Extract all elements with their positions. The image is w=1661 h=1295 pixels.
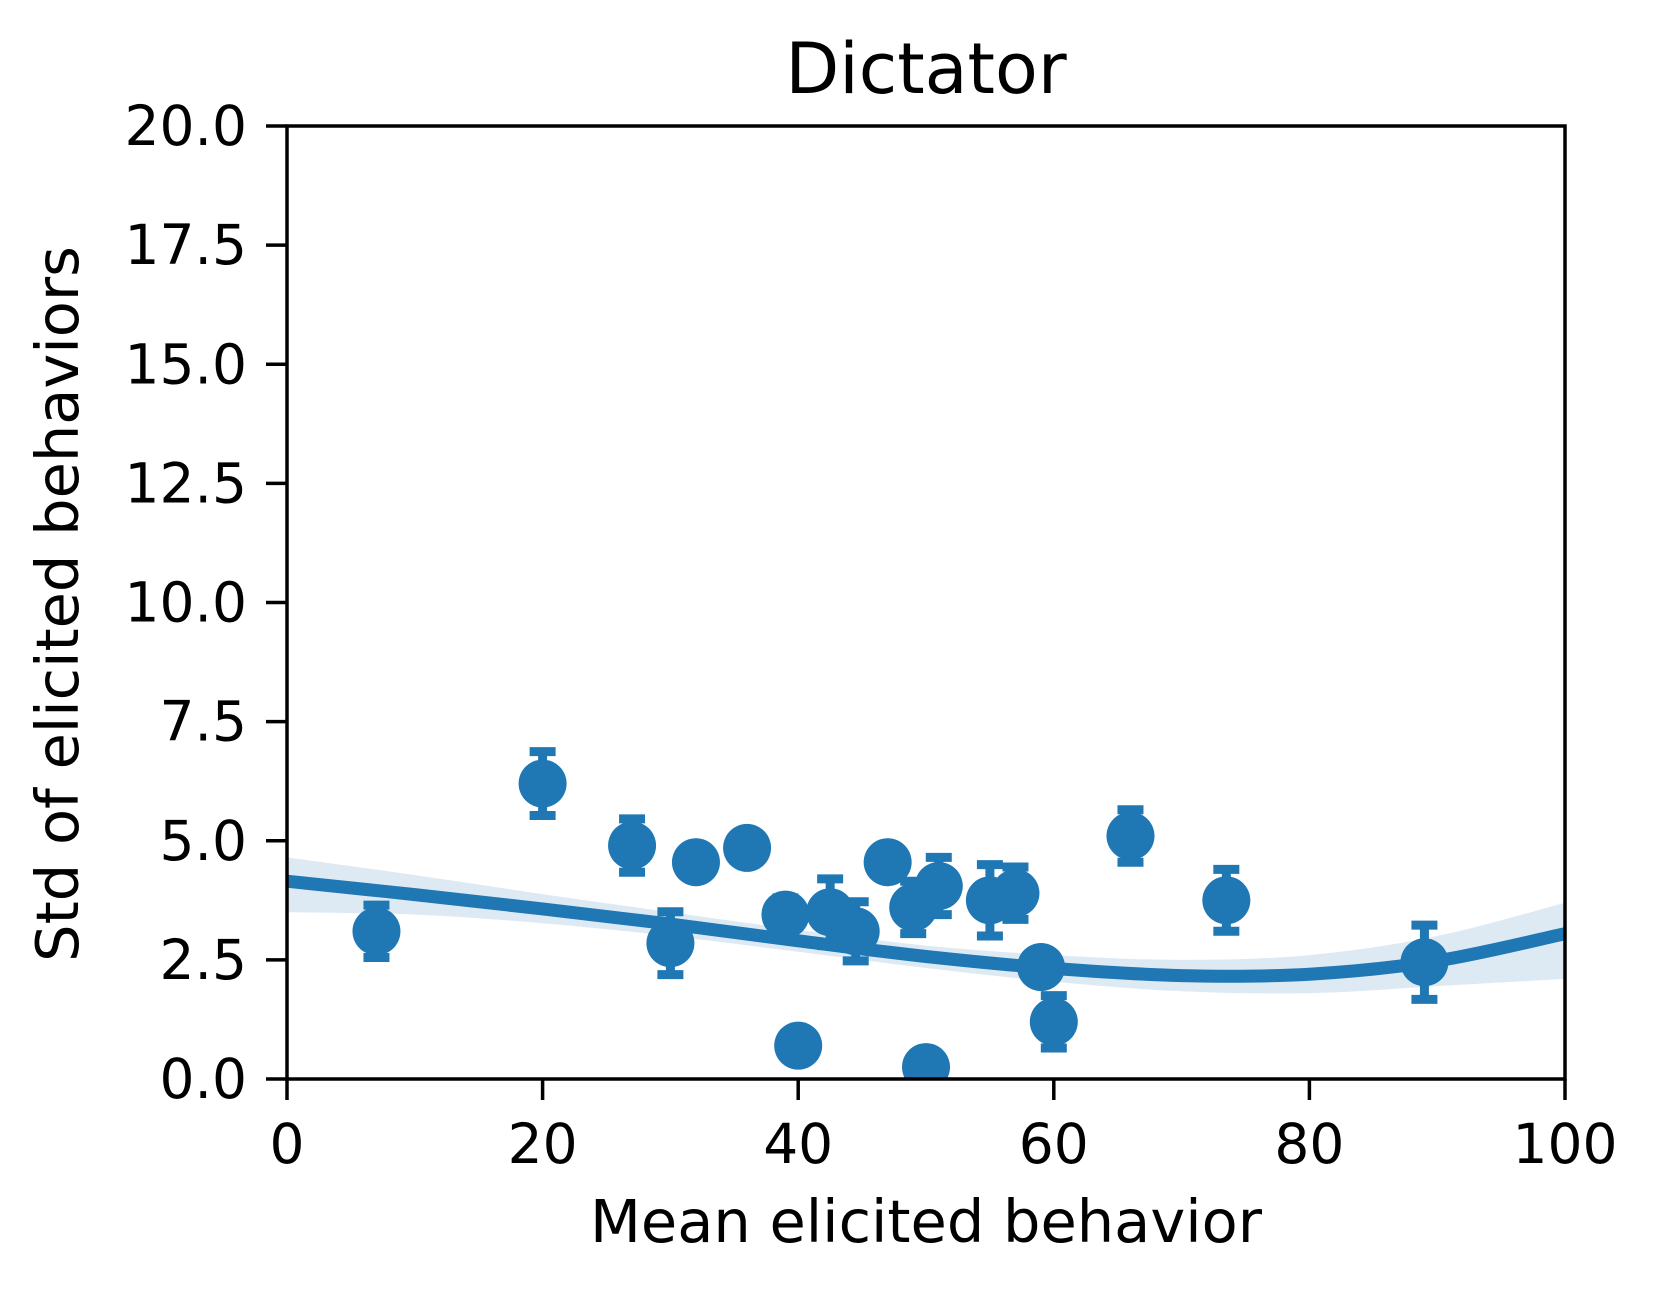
tick-labels-layer: 0 20 40 60 80 100 0.0 2.5 5.0 7.5 10.0 12.5 15.0 17.5… xyxy=(125,94,1618,1176)
chart-title: Dictator xyxy=(785,28,1066,110)
data-point xyxy=(1202,876,1251,925)
y-tick-label: 15.0 xyxy=(125,332,247,396)
data-point xyxy=(608,821,657,870)
y-tick-label: 20.0 xyxy=(125,94,247,158)
y-tick-label: 17.5 xyxy=(125,213,247,277)
confidence-band xyxy=(287,857,1565,994)
data-point xyxy=(723,823,772,872)
y-tick-label: 2.5 xyxy=(160,928,247,992)
y-tick-label: 10.0 xyxy=(125,571,247,635)
data-point xyxy=(646,919,695,968)
x-tick-label: 0 xyxy=(270,1112,305,1176)
x-axis-label: Mean elicited behavior xyxy=(590,1187,1263,1256)
data-point xyxy=(774,1021,823,1070)
data-point xyxy=(863,838,912,887)
data-point xyxy=(1029,997,1078,1046)
confidence-band-layer xyxy=(287,857,1565,994)
regression-line-layer xyxy=(287,874,1565,983)
x-tick-label: 20 xyxy=(508,1112,578,1176)
y-tick-label: 5.0 xyxy=(160,809,247,873)
data-point xyxy=(831,907,880,956)
x-tick-label: 80 xyxy=(1274,1112,1344,1176)
y-axis-label: Std of elicited behaviors xyxy=(23,246,92,962)
data-points-layer xyxy=(352,759,1449,1079)
data-point xyxy=(914,862,963,911)
data-point xyxy=(518,759,567,808)
x-tick-label: 100 xyxy=(1513,1112,1618,1176)
x-tick-label: 60 xyxy=(1019,1112,1089,1176)
data-point xyxy=(1106,811,1155,860)
y-tick-label: 7.5 xyxy=(160,690,247,754)
data-point xyxy=(902,1043,950,1079)
y-tick-label: 0.0 xyxy=(160,1047,247,1111)
data-point xyxy=(352,907,401,956)
x-tick-label: 40 xyxy=(763,1112,833,1176)
data-point xyxy=(1017,943,1066,992)
axes-layer xyxy=(266,124,1567,1100)
data-point xyxy=(1400,938,1449,987)
data-point xyxy=(761,890,810,939)
data-point xyxy=(671,838,720,887)
y-tick-label: 12.5 xyxy=(125,451,247,515)
data-point xyxy=(991,869,1040,918)
regression-line xyxy=(287,874,1565,983)
